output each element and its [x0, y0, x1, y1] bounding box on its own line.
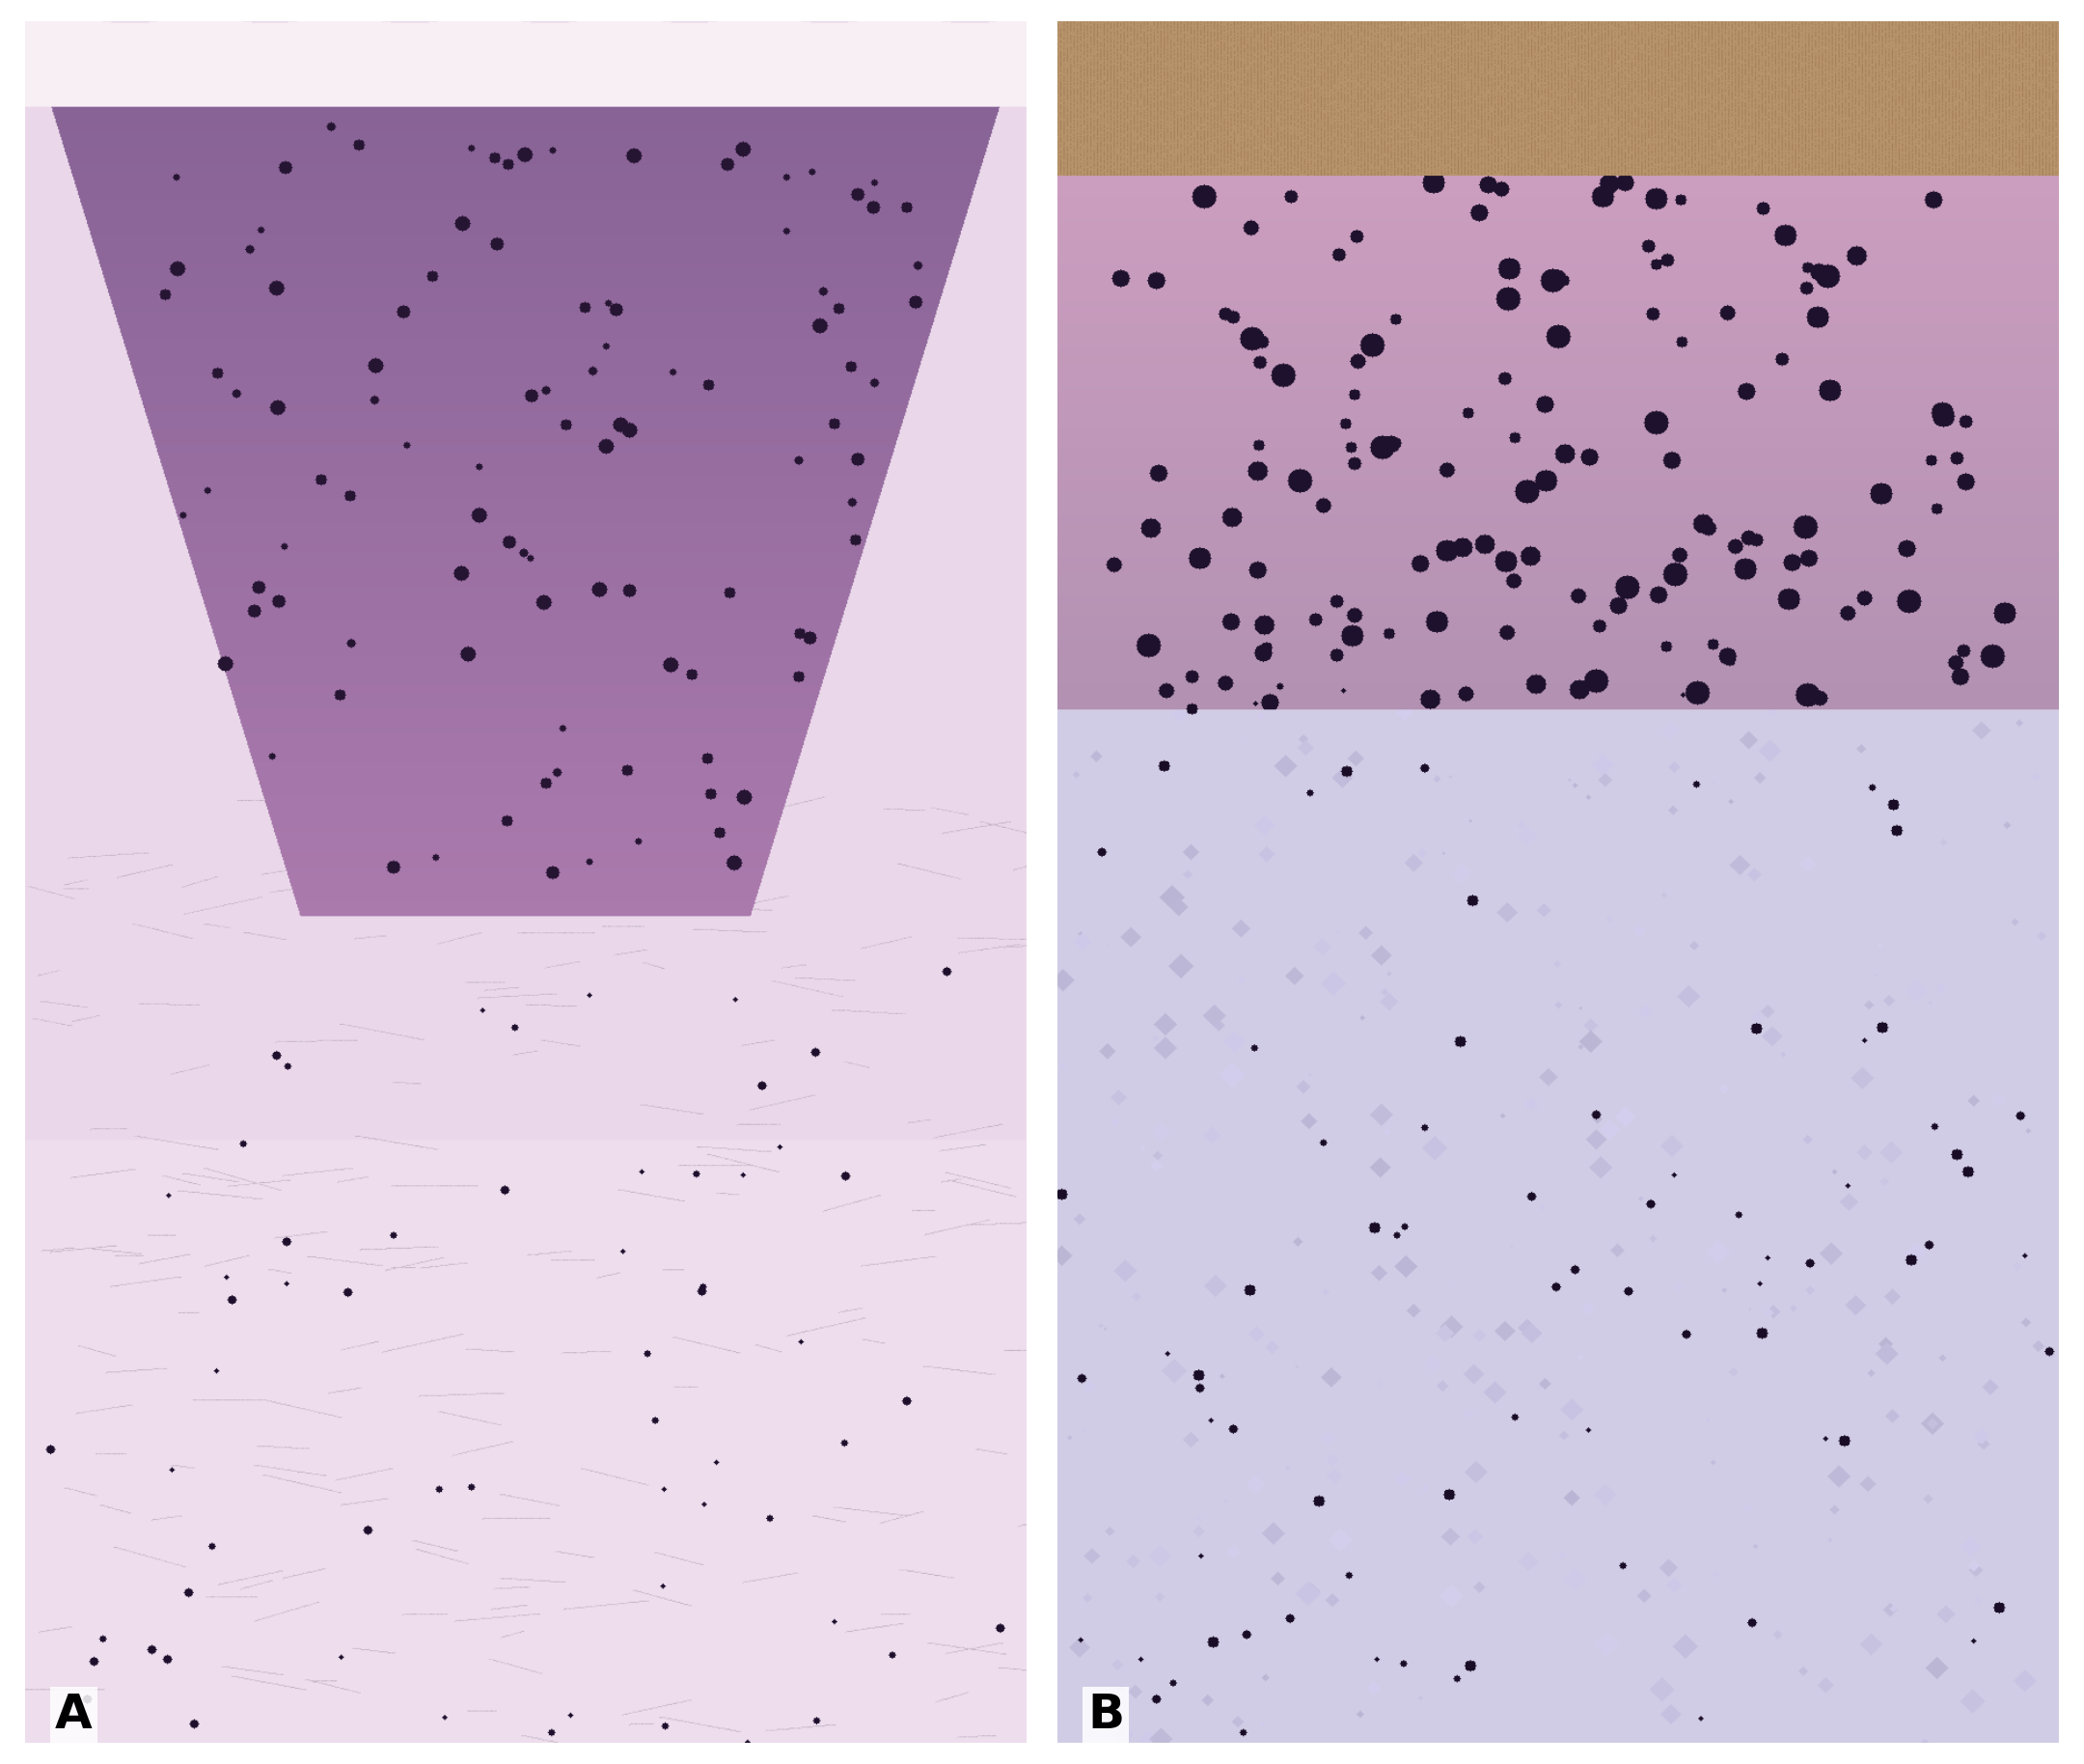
Text: A: A — [54, 1692, 92, 1738]
Text: B: B — [1088, 1692, 1125, 1738]
